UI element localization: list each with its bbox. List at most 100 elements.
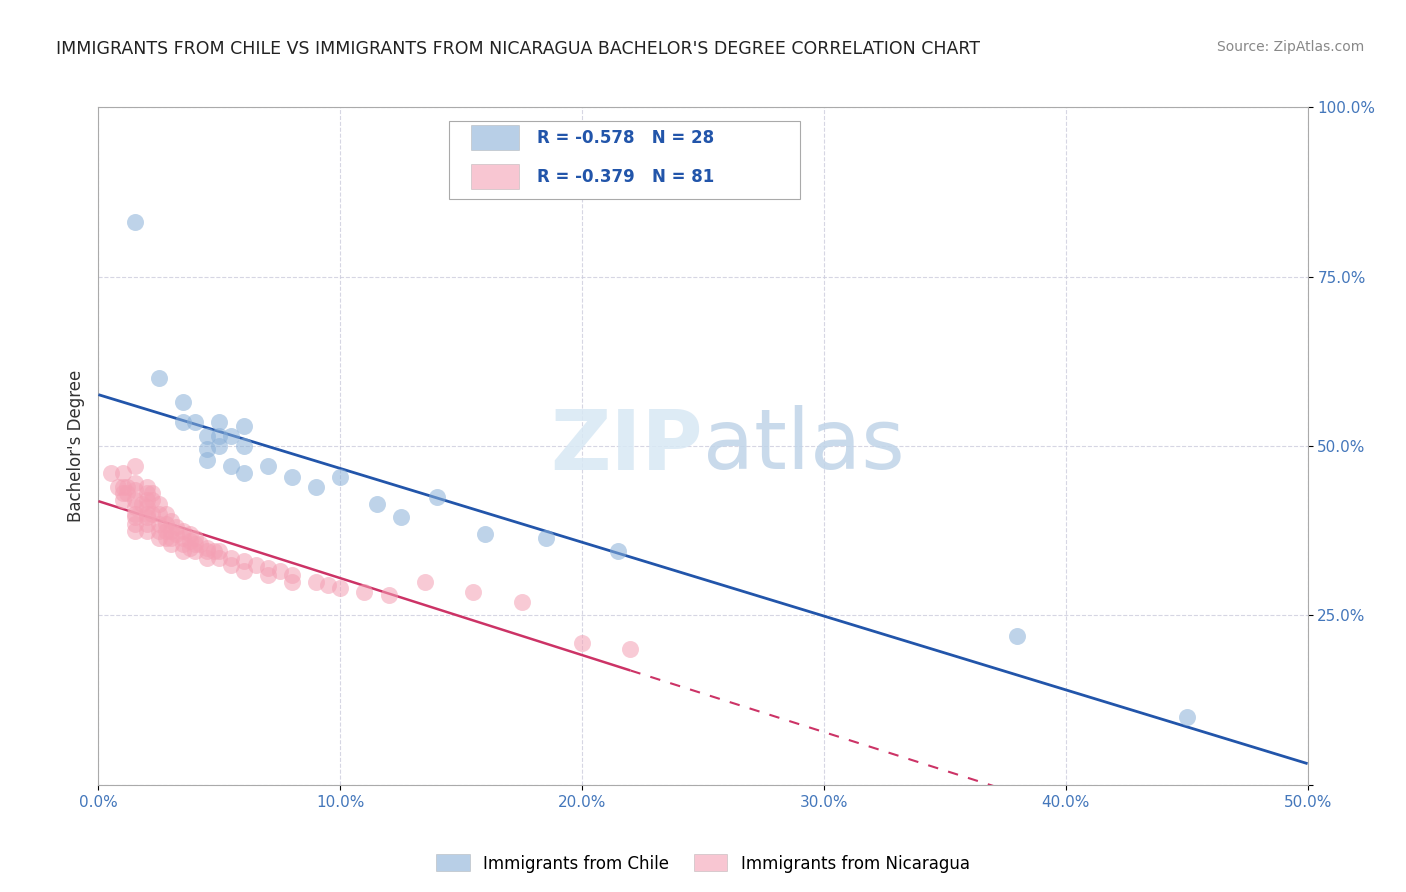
Point — [172, 415, 194, 429]
Point — [179, 533, 201, 548]
Bar — [471, 164, 519, 189]
Point — [1007, 629, 1029, 643]
Text: R = -0.578   N = 28: R = -0.578 N = 28 — [537, 128, 714, 147]
Point — [155, 531, 177, 545]
Point — [124, 500, 146, 514]
Point — [195, 442, 218, 457]
Point — [221, 429, 243, 443]
Point — [117, 486, 139, 500]
Point — [111, 480, 134, 494]
Point — [245, 558, 267, 572]
Point — [389, 510, 412, 524]
Point — [377, 588, 399, 602]
Point — [172, 395, 194, 409]
Point — [221, 550, 243, 565]
Point — [329, 582, 352, 596]
Point — [305, 480, 328, 494]
Point — [281, 567, 304, 582]
Point — [124, 507, 146, 521]
Point — [148, 497, 170, 511]
Point — [148, 531, 170, 545]
Point — [111, 493, 134, 508]
Point — [195, 429, 218, 443]
Point — [232, 418, 254, 433]
Point — [184, 415, 207, 429]
Point — [534, 531, 557, 545]
Point — [329, 469, 352, 483]
Point — [510, 595, 533, 609]
Point — [619, 642, 641, 657]
Point — [195, 544, 218, 558]
Point — [184, 531, 207, 545]
Point — [474, 527, 496, 541]
Point — [413, 574, 436, 589]
Legend: Immigrants from Chile, Immigrants from Nicaragua: Immigrants from Chile, Immigrants from N… — [430, 847, 976, 880]
Point — [195, 452, 218, 467]
Point — [179, 527, 201, 541]
Text: atlas: atlas — [703, 406, 904, 486]
Point — [155, 524, 177, 538]
Point — [232, 554, 254, 568]
Point — [141, 486, 163, 500]
Point — [208, 429, 231, 443]
Point — [135, 493, 157, 508]
Point — [160, 531, 183, 545]
Point — [124, 215, 146, 229]
Point — [1175, 710, 1198, 724]
Point — [179, 541, 201, 555]
Point — [111, 466, 134, 480]
Point — [124, 516, 146, 531]
Point — [208, 544, 231, 558]
Point — [124, 524, 146, 538]
Point — [124, 459, 146, 474]
Point — [160, 524, 183, 538]
Point — [124, 510, 146, 524]
Point — [195, 550, 218, 565]
Point — [353, 584, 375, 599]
Point — [124, 476, 146, 491]
Point — [426, 490, 449, 504]
Point — [135, 516, 157, 531]
Point — [135, 480, 157, 494]
Point — [141, 507, 163, 521]
Point — [208, 415, 231, 429]
Text: Source: ZipAtlas.com: Source: ZipAtlas.com — [1216, 40, 1364, 54]
Point — [155, 507, 177, 521]
Point — [221, 558, 243, 572]
Point — [131, 497, 153, 511]
Point — [184, 544, 207, 558]
Point — [172, 531, 194, 545]
Point — [172, 524, 194, 538]
Point — [135, 507, 157, 521]
Point — [100, 466, 122, 480]
Text: IMMIGRANTS FROM CHILE VS IMMIGRANTS FROM NICARAGUA BACHELOR'S DEGREE CORRELATION: IMMIGRANTS FROM CHILE VS IMMIGRANTS FROM… — [56, 40, 980, 58]
Point — [107, 480, 129, 494]
Point — [316, 578, 339, 592]
Point — [232, 565, 254, 579]
Point — [165, 520, 187, 534]
Point — [172, 537, 194, 551]
Y-axis label: Bachelor's Degree: Bachelor's Degree — [66, 370, 84, 522]
Point — [135, 510, 157, 524]
Point — [184, 537, 207, 551]
Point — [155, 516, 177, 531]
Point — [135, 524, 157, 538]
Point — [221, 459, 243, 474]
Point — [148, 507, 170, 521]
Point — [160, 537, 183, 551]
Point — [172, 544, 194, 558]
Text: R = -0.379   N = 81: R = -0.379 N = 81 — [537, 168, 714, 186]
Point — [208, 550, 231, 565]
Point — [571, 635, 593, 649]
Point — [281, 574, 304, 589]
Point — [256, 567, 278, 582]
Point — [232, 466, 254, 480]
Point — [117, 480, 139, 494]
Point — [124, 483, 146, 497]
Point — [195, 541, 218, 555]
Point — [141, 493, 163, 508]
Point — [160, 514, 183, 528]
Point — [607, 544, 630, 558]
Point — [148, 524, 170, 538]
Point — [208, 439, 231, 453]
